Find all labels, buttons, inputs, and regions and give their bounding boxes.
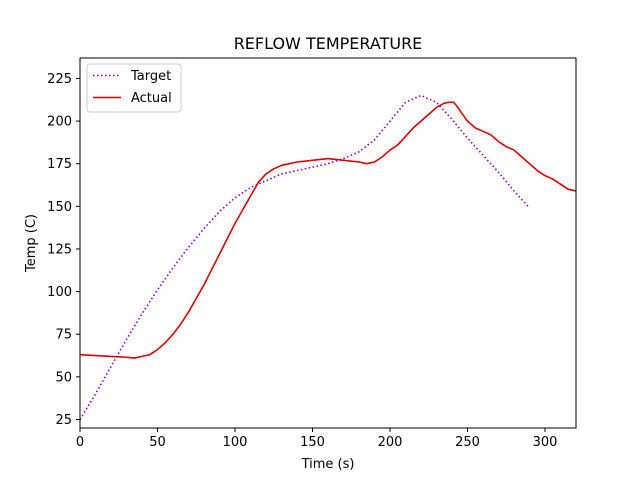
y-tick-label: 75 <box>55 328 72 343</box>
plot-area-frame <box>79 57 577 429</box>
x-tick-label: 300 <box>533 435 558 450</box>
x-tick-label: 0 <box>76 435 84 450</box>
series-line-actual <box>80 101 576 359</box>
y-tick-label: 125 <box>47 242 72 257</box>
y-tick-label: 150 <box>47 200 72 215</box>
y-tick-label: 100 <box>47 285 72 300</box>
legend-label-actual: Actual <box>131 91 172 106</box>
x-tick-label: 200 <box>378 435 403 450</box>
series-line-target <box>80 94 531 420</box>
x-tick-label: 150 <box>300 435 325 450</box>
x-axis: 0 50 100 150 200 250 300 <box>76 428 558 450</box>
legend: Target Actual <box>86 63 182 113</box>
y-tick-label: 50 <box>55 370 72 385</box>
x-axis-label: Time (s) <box>301 457 355 472</box>
chart-title: REFLOW TEMPERATURE <box>234 34 423 53</box>
x-tick-label: 100 <box>223 435 248 450</box>
y-axis-label: Temp (C) <box>24 214 39 273</box>
legend-label-target: Target <box>130 69 171 84</box>
y-tick-label: 200 <box>47 115 72 130</box>
x-tick-label: 250 <box>455 435 480 450</box>
y-tick-label: 175 <box>47 157 72 172</box>
y-tick-label: 25 <box>55 413 72 428</box>
y-tick-label: 225 <box>47 72 72 87</box>
y-axis: 25 50 75 100 125 150 175 200 225 <box>47 72 80 428</box>
x-tick-label: 50 <box>149 435 166 450</box>
plot-lines <box>80 94 576 420</box>
